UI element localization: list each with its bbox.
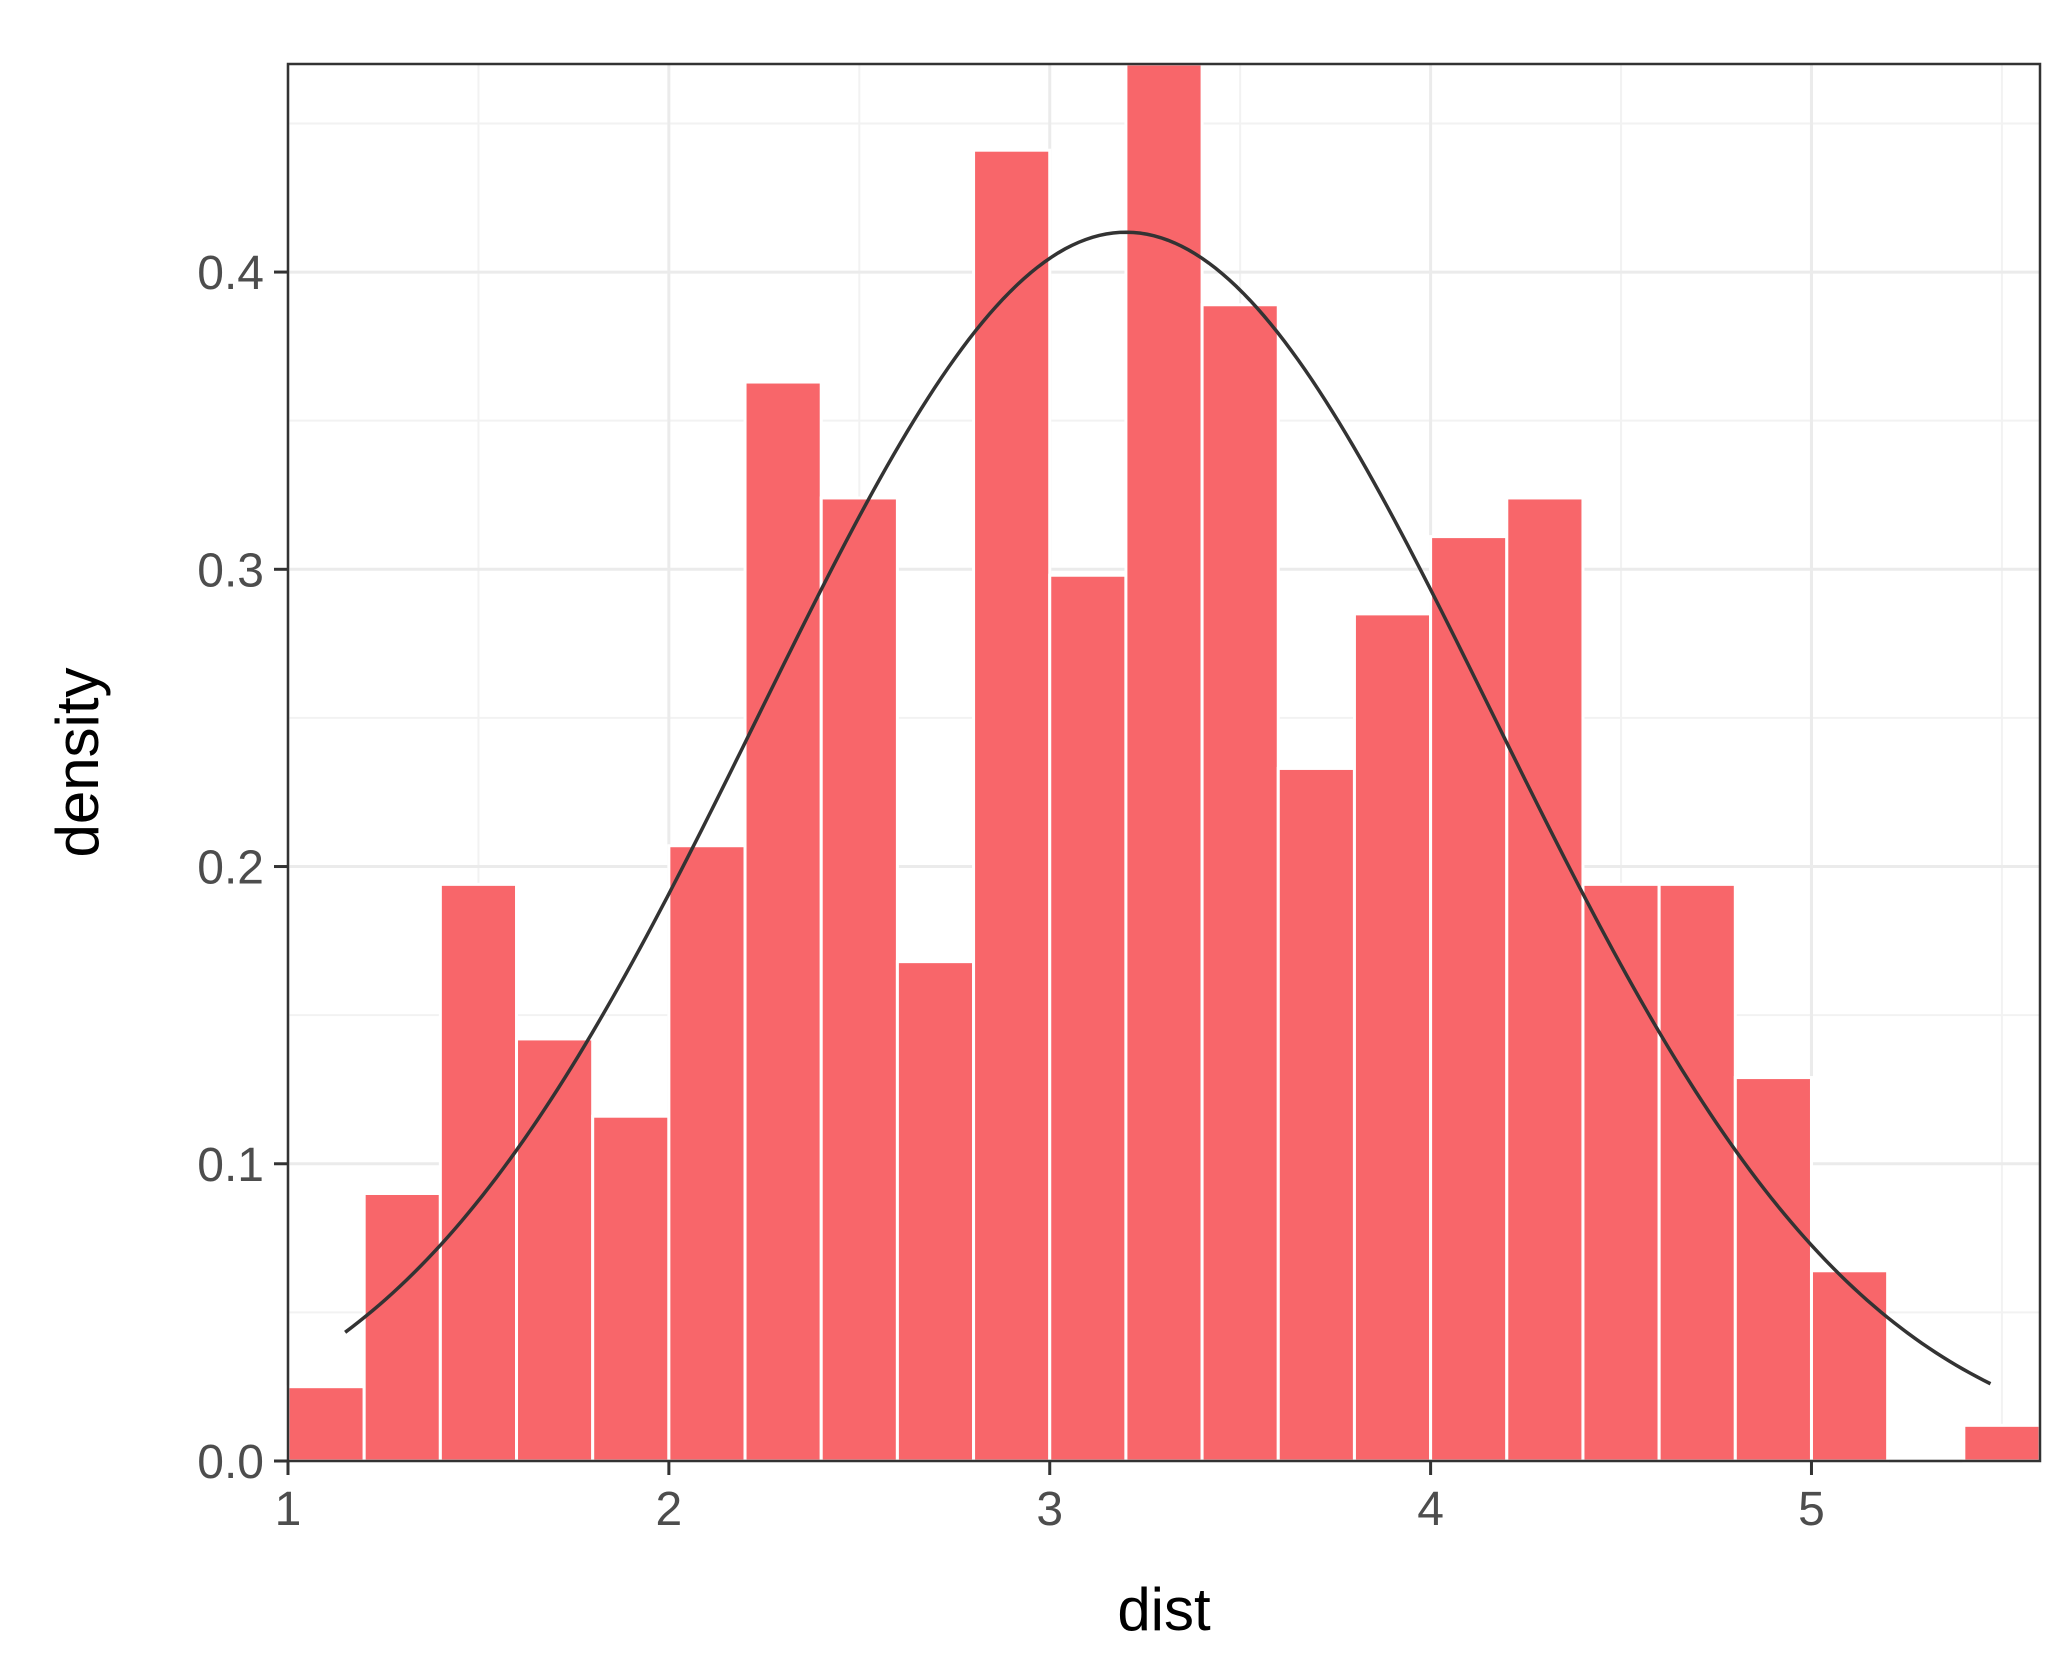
histogram-bar bbox=[1048, 573, 1128, 1463]
curve-layer bbox=[344, 230, 1992, 1386]
histogram-bar bbox=[438, 882, 519, 1463]
histogram-bar bbox=[362, 1191, 442, 1463]
histogram-bar bbox=[1962, 1423, 2042, 1463]
histogram-bar bbox=[515, 1037, 595, 1463]
histogram-bar bbox=[1352, 612, 1433, 1463]
histogram-bar bbox=[819, 496, 899, 1463]
y-axis-title: density bbox=[44, 667, 111, 857]
panel-border bbox=[286, 62, 2042, 1463]
axes-layer: 1 2 3 4 5 0.0 0.1 0.2 0.3 0.4 bbox=[197, 247, 1825, 1536]
histogram-bar bbox=[1276, 766, 1356, 1463]
bars-layer bbox=[286, 62, 2042, 1463]
histogram-bar bbox=[1657, 882, 1737, 1463]
histogram-bar bbox=[1733, 1076, 1813, 1463]
x-axis-title: dist bbox=[1117, 1576, 1211, 1643]
histogram-bar bbox=[591, 1114, 671, 1463]
histogram-bar bbox=[895, 960, 976, 1463]
y-tick-label: 0.4 bbox=[197, 247, 264, 300]
histogram-bar bbox=[743, 380, 823, 1463]
histogram-bar bbox=[286, 1385, 366, 1463]
x-tick-label: 2 bbox=[656, 1483, 683, 1536]
y-tick-label: 0.2 bbox=[197, 842, 264, 895]
histogram-bar bbox=[667, 844, 747, 1463]
histogram-bar bbox=[1809, 1269, 1890, 1463]
histogram-bar bbox=[1581, 882, 1661, 1463]
histogram-bar bbox=[972, 148, 1052, 1463]
y-tick-label: 0.3 bbox=[197, 544, 264, 597]
x-tick-label: 1 bbox=[275, 1483, 302, 1536]
density-curve bbox=[344, 230, 1992, 1386]
histogram-bar bbox=[1200, 303, 1280, 1463]
x-tick-label: 4 bbox=[1417, 1483, 1444, 1536]
y-tick-label: 0.1 bbox=[197, 1139, 264, 1192]
histogram-bar bbox=[1124, 62, 1204, 1463]
histogram-bar bbox=[1505, 496, 1585, 1463]
x-tick-label: 5 bbox=[1798, 1483, 1825, 1536]
histogram-bar bbox=[1429, 535, 1509, 1463]
x-tick-label: 3 bbox=[1036, 1483, 1063, 1536]
y-tick-label: 0.0 bbox=[197, 1436, 264, 1489]
